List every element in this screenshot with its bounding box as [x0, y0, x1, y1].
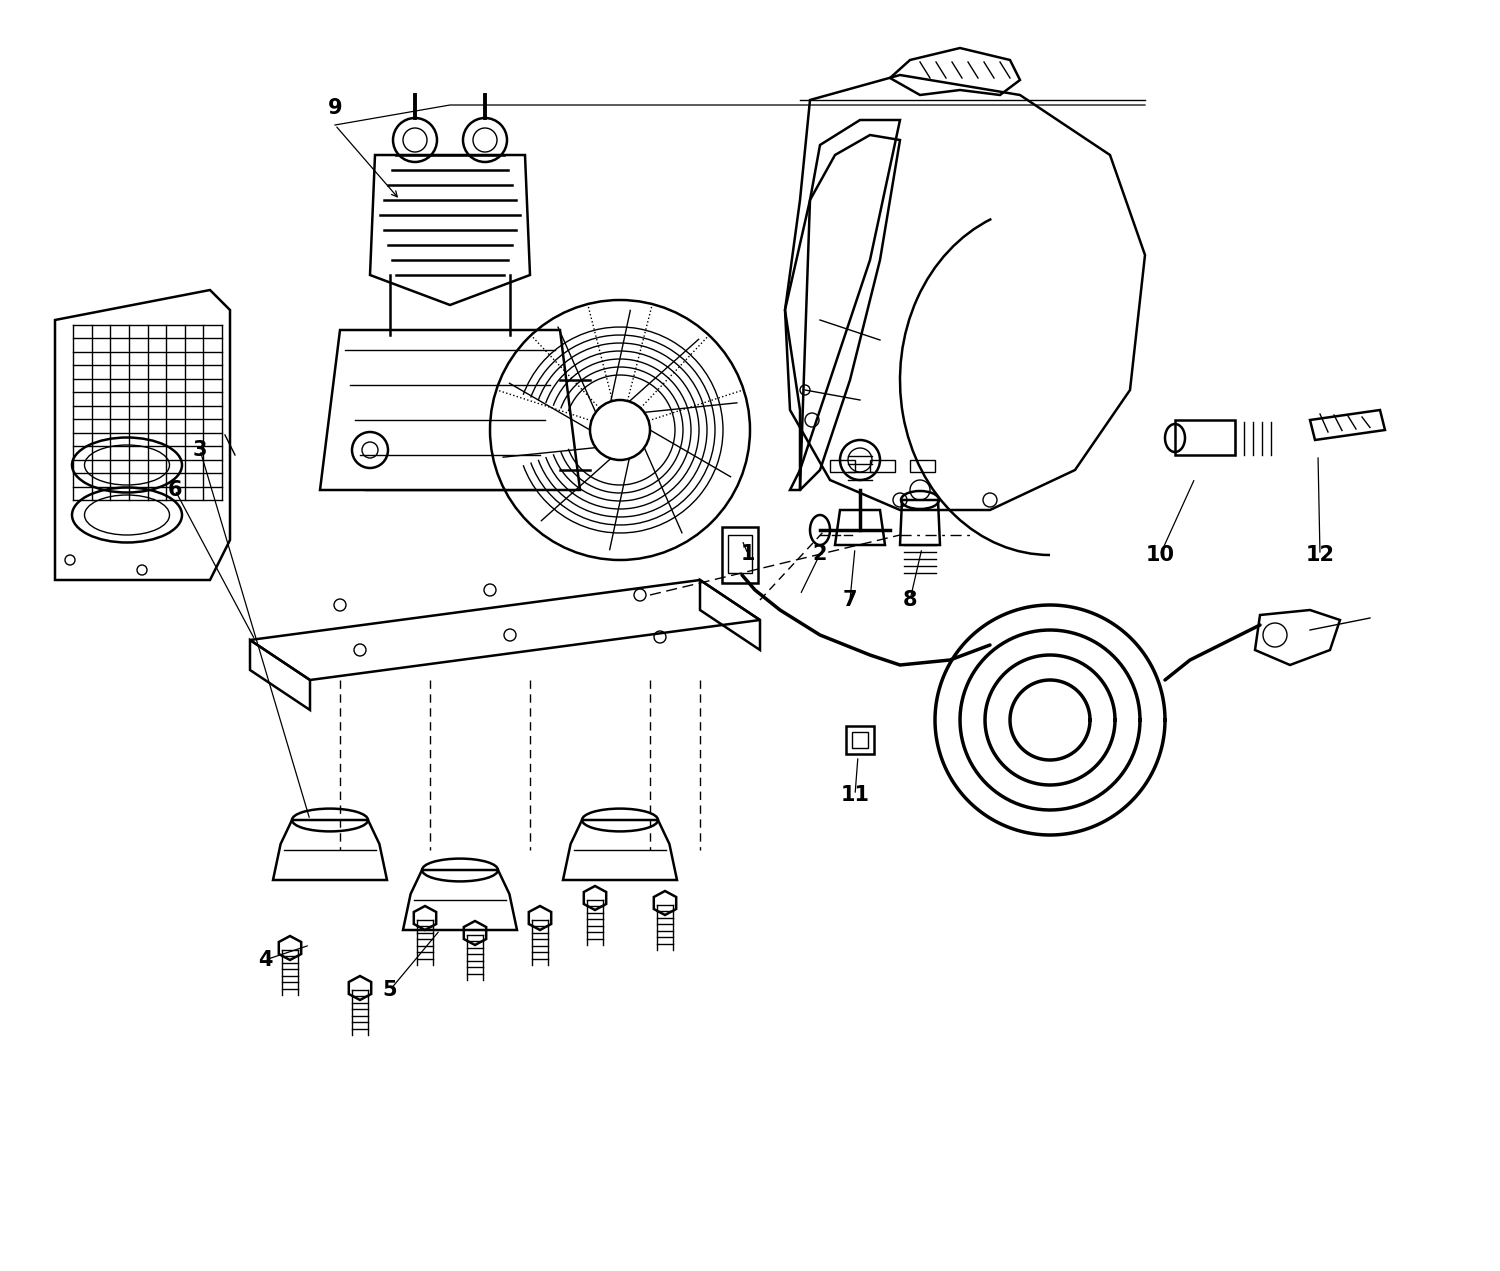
Bar [722, 527, 758, 583]
Bar [870, 460, 895, 472]
Text: 10: 10 [1146, 545, 1174, 566]
Text: 3: 3 [192, 440, 207, 460]
Bar [852, 732, 868, 749]
Bar [830, 460, 855, 472]
Text: 8: 8 [903, 590, 916, 610]
Text: 6: 6 [168, 480, 183, 500]
Bar [728, 535, 752, 573]
Text: 11: 11 [840, 785, 870, 805]
Text: 12: 12 [1305, 545, 1335, 566]
Bar [1174, 419, 1234, 455]
Text: 7: 7 [843, 590, 858, 610]
Bar [910, 460, 934, 472]
Bar [846, 726, 874, 754]
Text: 4: 4 [258, 949, 273, 970]
Text: 5: 5 [382, 980, 398, 1000]
Text: 1: 1 [741, 544, 754, 564]
Text: 9: 9 [327, 98, 342, 118]
Text: 2: 2 [813, 544, 828, 564]
